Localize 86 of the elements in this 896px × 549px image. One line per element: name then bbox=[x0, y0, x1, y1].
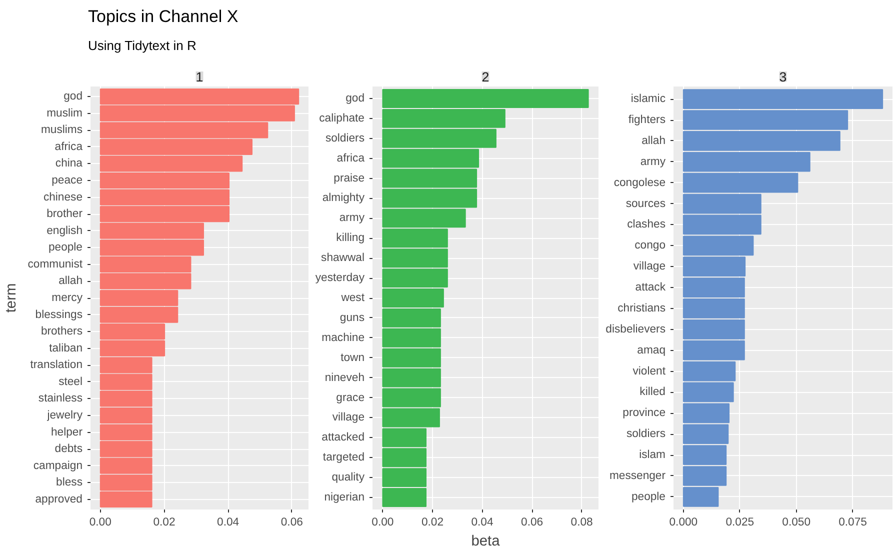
chart-title: Topics in Channel X bbox=[88, 6, 238, 28]
y-tick-label: blessings bbox=[35, 308, 83, 321]
y-tick-label: army bbox=[339, 212, 365, 224]
x-tick-label: 0.02 bbox=[421, 516, 444, 528]
text: 2 bbox=[482, 70, 490, 84]
y-tick-label: guns bbox=[340, 312, 365, 324]
y-tick-label: chinese bbox=[43, 191, 82, 204]
y-tick-label: brother bbox=[46, 208, 83, 220]
y-tick-label: violent bbox=[632, 365, 666, 378]
y-tick-label: islam bbox=[639, 449, 666, 462]
y-tick-label: caliphate bbox=[319, 112, 365, 124]
y-tick-label: west bbox=[340, 292, 366, 304]
y-tick-label: christians bbox=[618, 302, 666, 314]
y-tick-label: africa bbox=[336, 152, 366, 164]
y-tick-label: clashes bbox=[627, 218, 666, 231]
y-tick-label: stainless bbox=[38, 392, 83, 405]
y-tick-label: bless bbox=[56, 476, 83, 489]
y-tick-label: debts bbox=[54, 443, 83, 456]
y-tick-label: english bbox=[46, 224, 83, 237]
y-tick-label: fighters bbox=[628, 114, 666, 126]
chart-subtitle: Using Tidytext in R bbox=[88, 37, 196, 55]
y-tick-label: people bbox=[631, 490, 666, 503]
x-tick-label: 0.025 bbox=[726, 516, 754, 528]
x-tick-label: 0.000 bbox=[669, 516, 698, 528]
y-tick-label: killing bbox=[336, 232, 365, 244]
y-tick-label: disbelievers bbox=[606, 323, 666, 336]
y-tick-label: people bbox=[48, 242, 83, 254]
y-tick-label: almighty bbox=[322, 192, 365, 204]
y-tick-label: shawwal bbox=[321, 252, 365, 264]
y-tick-label: sources bbox=[626, 198, 666, 210]
y-tick-label: allah bbox=[58, 275, 83, 288]
y-tick-label: grace bbox=[336, 392, 365, 404]
y-tick-label: helper bbox=[51, 426, 83, 438]
y-tick-label: god bbox=[346, 92, 365, 104]
x-tick-label: 0.050 bbox=[782, 516, 811, 528]
y-tick-label: campaign bbox=[33, 460, 83, 472]
y-tick-label: africa bbox=[54, 140, 84, 153]
y-tick-label: approved bbox=[35, 493, 83, 506]
y-tick-label: village bbox=[332, 412, 365, 424]
x-tick-label: 0.00 bbox=[372, 516, 394, 528]
y-tick-label: targeted bbox=[322, 452, 365, 464]
y-tick-label: god bbox=[64, 90, 83, 103]
y-tick-label: islamic bbox=[630, 93, 666, 106]
y-tick-label: translation bbox=[30, 359, 82, 372]
y-tick-label: killed bbox=[640, 386, 666, 398]
y-tick-label: muslims bbox=[40, 124, 83, 136]
y-tick-label: allah bbox=[642, 134, 666, 147]
y-tick-label: attack bbox=[635, 282, 666, 294]
y-tick-label: yesterday bbox=[315, 272, 365, 284]
x-axis-title: beta bbox=[471, 534, 501, 549]
y-tick-label: messenger bbox=[609, 470, 666, 482]
y-tick-label: soldiers bbox=[626, 428, 666, 440]
text: 1 bbox=[196, 70, 204, 84]
y-tick-label: army bbox=[640, 156, 666, 168]
y-tick-label: machine bbox=[322, 332, 365, 344]
y-tick-label: brothers bbox=[40, 326, 83, 338]
y-tick-label: congo bbox=[634, 240, 666, 252]
y-tick-label: attacked bbox=[322, 432, 365, 444]
y-tick-label: province bbox=[622, 407, 666, 420]
y-tick-label: amaq bbox=[637, 344, 666, 356]
x-tick-label: 0.06 bbox=[280, 516, 303, 528]
y-tick-label: steel bbox=[58, 376, 83, 388]
y-tick-label: muslim bbox=[46, 107, 83, 120]
y-tick-label: village bbox=[633, 260, 666, 273]
y-tick-label: china bbox=[55, 158, 84, 170]
y-tick-label: peace bbox=[52, 174, 83, 186]
y-tick-label: jewelry bbox=[46, 410, 83, 422]
y-tick-label: praise bbox=[334, 172, 365, 184]
y-tick-label: soldiers bbox=[325, 132, 365, 144]
x-tick-label: 0.02 bbox=[153, 516, 176, 528]
x-tick-label: 0.04 bbox=[217, 516, 240, 528]
y-tick-label: taliban bbox=[49, 342, 83, 354]
x-tick-label: 0.04 bbox=[471, 516, 494, 528]
x-tick-label: 0.06 bbox=[521, 516, 544, 528]
y-tick-label: quality bbox=[332, 472, 365, 484]
y-tick-label: nineveh bbox=[324, 372, 365, 384]
y-tick-label: town bbox=[340, 352, 365, 364]
y-tick-label: nigerian bbox=[324, 492, 365, 504]
y-tick-label: mercy bbox=[52, 292, 83, 304]
y-axis-title: term bbox=[4, 283, 20, 313]
y-tick-label: congolese bbox=[614, 176, 666, 189]
x-tick-label: 0.08 bbox=[570, 516, 593, 528]
x-tick-label: 0.00 bbox=[89, 516, 112, 528]
x-tick-label: 0.075 bbox=[838, 516, 867, 528]
y-tick-label: communist bbox=[28, 258, 84, 270]
text: 3 bbox=[779, 70, 787, 84]
